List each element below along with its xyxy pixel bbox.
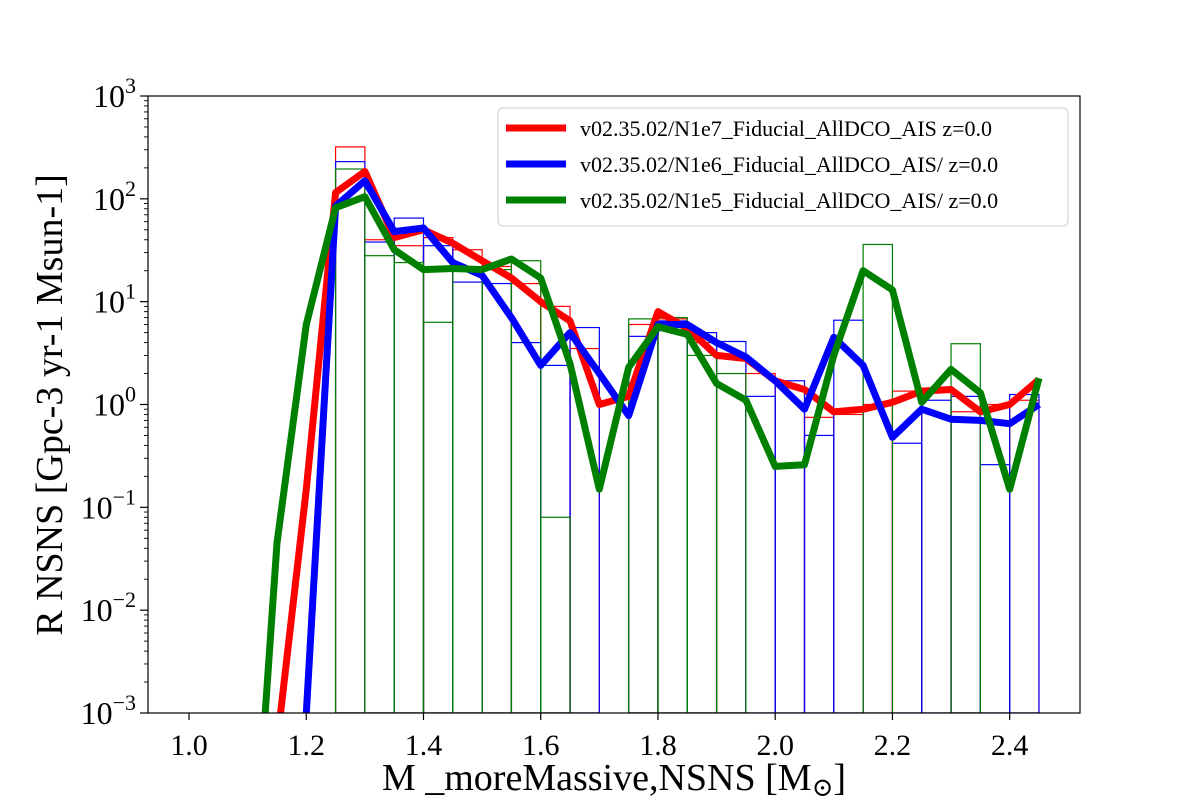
y-tick-label: 10−3 bbox=[81, 690, 136, 731]
y-axis-label: R NSNS [Gpc-3 yr-1 Msun-1] bbox=[29, 174, 71, 636]
y-tick-label: 101 bbox=[93, 279, 136, 320]
histogram-layer bbox=[334, 146, 1040, 713]
y-axis-ticks: 10−3 10−2 10−1 100 101 102 103 bbox=[81, 73, 148, 731]
legend-label-2: v02.35.02/N1e6_Fiducial_AllDCO_AIS/ z=0.… bbox=[580, 152, 998, 177]
legend: v02.35.02/N1e7_Fiducial_AllDCO_AIS z=0.0… bbox=[497, 107, 1069, 227]
x-axis-label: M _moreMassive,NSNS [M⊙] bbox=[382, 757, 846, 800]
x-axis-label-tail: ] bbox=[833, 757, 846, 799]
y-tick-label: 10−1 bbox=[81, 484, 136, 525]
y-tick-label: 103 bbox=[93, 73, 136, 114]
x-tick-label: 1.6 bbox=[522, 729, 560, 762]
histogram-bar bbox=[715, 372, 747, 713]
y-tick-label: 102 bbox=[93, 176, 136, 217]
x-axis-ticks: 1.0 1.2 1.4 1.6 1.8 2.0 2.2 2.4 bbox=[170, 713, 1028, 762]
legend-label-3: v02.35.02/N1e5_Fiducial_AllDCO_AIS/ z=0.… bbox=[580, 188, 998, 213]
series-line-1 bbox=[277, 167, 1042, 713]
legend-box bbox=[497, 107, 1069, 227]
x-tick-label: 2.4 bbox=[991, 729, 1029, 762]
legend-label-1: v02.35.02/N1e7_Fiducial_AllDCO_AIS z=0.0 bbox=[580, 116, 992, 141]
x-tick-label: 2.2 bbox=[874, 729, 912, 762]
x-axis-label-sub: ⊙ bbox=[812, 773, 834, 800]
histogram-bar bbox=[950, 343, 981, 713]
histogram-bar bbox=[510, 260, 542, 713]
y-tick-label: 100 bbox=[93, 382, 136, 423]
x-tick-label: 1.8 bbox=[639, 729, 677, 762]
series-lines-layer bbox=[261, 167, 1043, 713]
series-line-3 bbox=[261, 193, 1043, 713]
y-tick-label: 10−2 bbox=[81, 587, 136, 628]
x-tick-label: 1.0 bbox=[170, 729, 208, 762]
x-tick-label: 1.4 bbox=[405, 729, 443, 762]
x-tick-label: 1.2 bbox=[288, 729, 326, 762]
series-line-2 bbox=[302, 177, 1041, 713]
x-tick-label: 2.0 bbox=[756, 729, 794, 762]
x-axis-label-main: M _moreMassive,NSNS [M bbox=[382, 757, 812, 799]
